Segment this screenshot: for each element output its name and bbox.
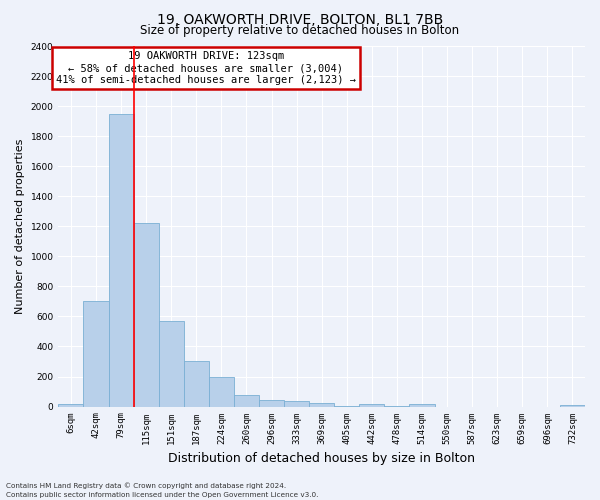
Bar	[184, 360, 209, 406]
Text: Contains HM Land Registry data © Crown copyright and database right 2024.: Contains HM Land Registry data © Crown c…	[6, 482, 286, 489]
Text: 19, OAKWORTH DRIVE, BOLTON, BL1 7BB: 19, OAKWORTH DRIVE, BOLTON, BL1 7BB	[157, 12, 443, 26]
Bar	[159, 321, 184, 406]
Bar	[259, 400, 284, 406]
Y-axis label: Number of detached properties: Number of detached properties	[15, 138, 25, 314]
Text: 19 OAKWORTH DRIVE: 123sqm
← 58% of detached houses are smaller (3,004)
41% of se: 19 OAKWORTH DRIVE: 123sqm ← 58% of detac…	[56, 52, 356, 84]
Bar	[234, 394, 259, 406]
Bar	[409, 404, 434, 406]
Bar	[109, 114, 134, 406]
Bar	[58, 404, 83, 406]
Bar	[134, 224, 159, 406]
Bar	[284, 402, 309, 406]
Bar	[359, 404, 385, 406]
Bar	[83, 302, 109, 406]
X-axis label: Distribution of detached houses by size in Bolton: Distribution of detached houses by size …	[168, 452, 475, 465]
Text: Contains public sector information licensed under the Open Government Licence v3: Contains public sector information licen…	[6, 492, 319, 498]
Bar	[209, 376, 234, 406]
Bar	[309, 403, 334, 406]
Bar	[560, 405, 585, 406]
Text: Size of property relative to detached houses in Bolton: Size of property relative to detached ho…	[140, 24, 460, 37]
